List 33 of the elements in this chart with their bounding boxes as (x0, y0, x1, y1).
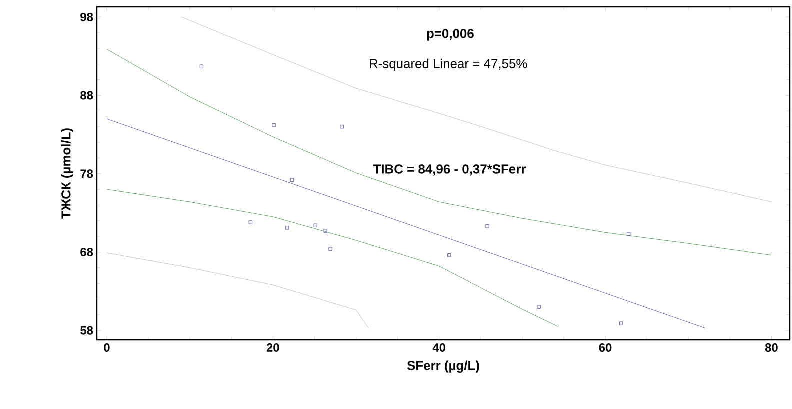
y-tick-label: 68 (80, 248, 94, 256)
x-tick-label: 20 (266, 344, 280, 352)
point (448, 254, 452, 258)
line-series (106, 49, 772, 256)
x-tick-label: 80 (765, 344, 778, 352)
point (340, 125, 344, 129)
x-tick-label: 0 (104, 344, 110, 352)
point (200, 64, 204, 68)
x-axis-title: SFerr (µg/L) (407, 360, 480, 373)
annotation: R-squared Linear = 47,55% (370, 58, 528, 71)
y-tick-label: 58 (80, 326, 94, 335)
x-tick-label: 60 (599, 344, 612, 352)
point (248, 220, 253, 224)
point (627, 232, 631, 236)
point (537, 305, 541, 309)
y-axis-title: ТЖСК (µmol/L) (61, 128, 74, 219)
x-tick-label: 40 (432, 344, 446, 352)
y-tick-label: 98 (80, 12, 94, 22)
point (290, 178, 294, 182)
annotation: TIBC = 84,96 - 0,37*SFerr (373, 164, 526, 176)
line-series (106, 189, 558, 327)
line-series (106, 252, 369, 328)
line-series (182, 16, 772, 202)
point (328, 247, 332, 251)
point (314, 224, 318, 228)
y-tick-label: 88 (80, 91, 94, 100)
point (272, 124, 276, 128)
annotation: p=0,006 (427, 29, 474, 41)
point (285, 226, 290, 230)
point (324, 229, 328, 233)
point (620, 322, 624, 326)
y-tick-label: 78 (80, 170, 94, 178)
point (486, 224, 490, 228)
